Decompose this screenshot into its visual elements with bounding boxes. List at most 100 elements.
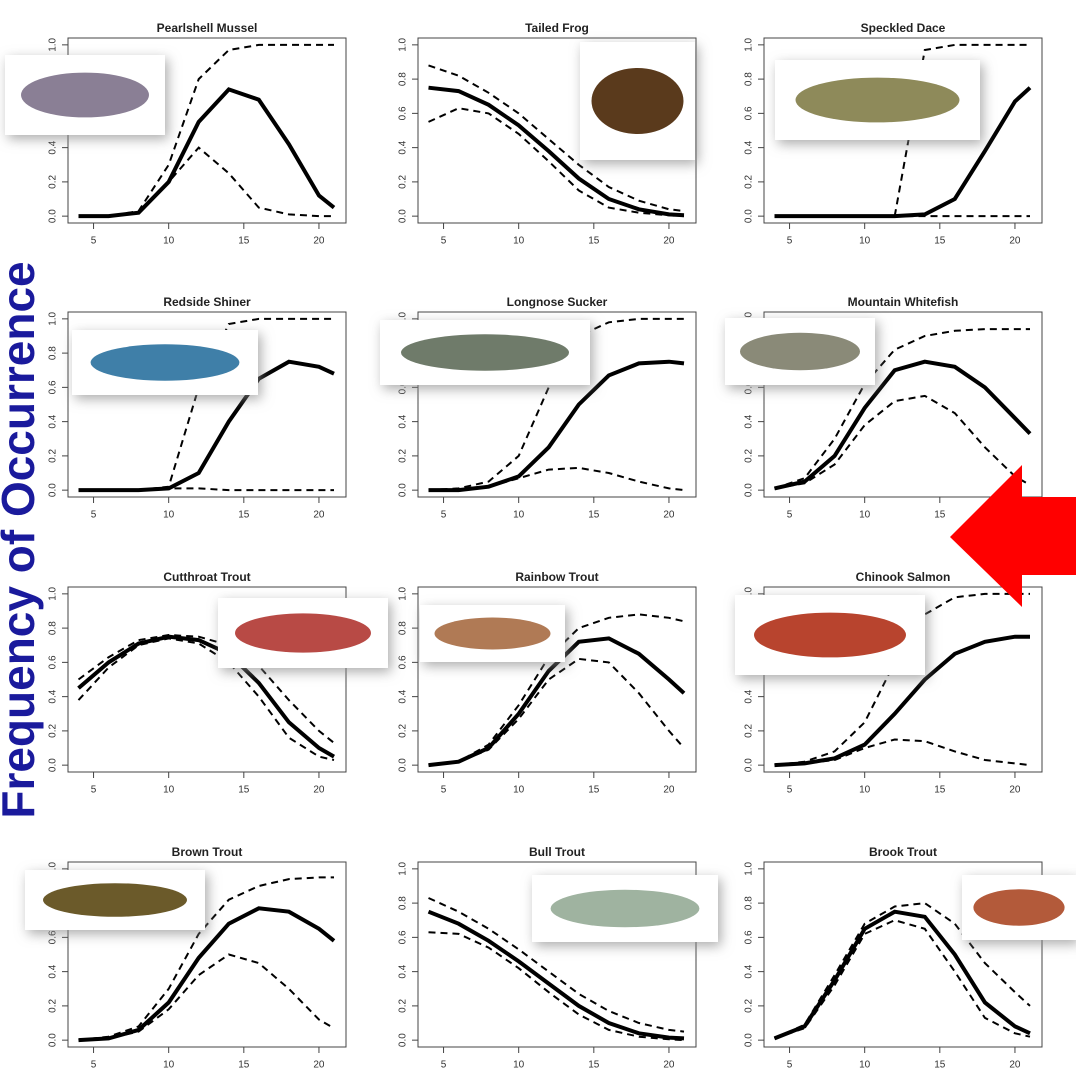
x-tick-label: 15 [238,785,250,796]
panel-title: Tailed Frog [525,21,589,35]
y-tick-label: 0.4 [744,689,755,703]
x-tick-label: 10 [163,1060,175,1071]
x-tick-label: 10 [163,510,175,521]
page: Pearlshell Mussel 5 10 15 20 0.0 0.2 0.4 0.6 0.8 1… [0,0,1076,1088]
x-tick-label: 20 [1009,1060,1021,1071]
x-tick-label: 15 [588,785,600,796]
y-tick-label: 0.0 [398,209,409,223]
image-figure [973,889,1064,925]
y-tick-label: 0.4 [48,689,59,703]
image-figure [91,344,240,380]
y-tick-label: 0.0 [398,1033,409,1047]
x-tick-label: 10 [513,510,525,521]
x-tick-label: 15 [934,510,946,521]
y-tick-label: 1.0 [48,586,59,600]
x-tick-label: 20 [1009,236,1021,247]
x-tick-label: 5 [441,1060,447,1071]
y-tick-label: 0.2 [48,999,59,1013]
y-tick-label: 0.2 [48,449,59,463]
y-tick-label: 0.0 [744,1033,755,1047]
x-tick-label: 10 [163,236,175,247]
y-tick-label: 0.2 [48,724,59,738]
y-tick-label: 0.2 [398,724,409,738]
y-tick-label: 0.6 [398,655,409,669]
image-figure [235,613,371,652]
species-images [5,42,1076,942]
x-tick-label: 15 [588,510,600,521]
x-tick-label: 5 [441,510,447,521]
y-tick-label: 0.6 [48,930,59,944]
x-tick-label: 5 [441,785,447,796]
y-tick-label: 0.4 [744,964,755,978]
y-tick-label: 0.2 [48,175,59,189]
x-tick-label: 20 [1009,785,1021,796]
y-tick-label: 0.0 [744,758,755,772]
panel-title: Pearlshell Mussel [157,21,258,35]
x-tick-label: 15 [588,1060,600,1071]
y-tick-label: 0.4 [744,414,755,428]
y-tick-label: 0.6 [398,930,409,944]
x-tick-label: 10 [859,236,871,247]
y-tick-label: 0.4 [48,414,59,428]
y-tick-label: 0.8 [48,346,59,360]
y-tick-label: 1.0 [744,37,755,51]
x-tick-label: 5 [787,510,793,521]
y-tick-label: 0.0 [398,483,409,497]
image-figure [21,73,149,118]
y-tick-label: 0.8 [48,621,59,635]
x-tick-label: 5 [787,785,793,796]
image-figure [435,618,551,650]
image-figure [43,883,187,917]
y-tick-label: 0.6 [398,106,409,120]
x-tick-label: 5 [91,236,97,247]
x-tick-label: 15 [934,1060,946,1071]
panel-title: Rainbow Trout [515,570,598,584]
x-tick-label: 5 [91,510,97,521]
x-tick-label: 10 [859,510,871,521]
x-tick-label: 15 [934,236,946,247]
y-tick-label: 0.0 [398,758,409,772]
y-tick-label: 0.2 [744,449,755,463]
x-tick-label: 20 [663,510,675,521]
x-tick-label: 20 [663,785,675,796]
arrow [950,465,1076,607]
x-tick-label: 10 [513,1060,525,1071]
x-tick-label: 5 [787,236,793,247]
image-figure [401,334,569,370]
x-tick-label: 10 [859,1060,871,1071]
panel-title: Mountain Whitefish [848,295,959,309]
panel-title: Longnose Sucker [507,295,608,309]
y-tick-label: 0.2 [744,999,755,1013]
y-axis-label: Frequency of Occurrence [0,261,44,818]
y-tick-label: 0.2 [398,449,409,463]
y-tick-label: 0.8 [744,896,755,910]
y-tick-label: 0.4 [48,140,59,154]
y-tick-label: 0.4 [48,964,59,978]
panel-title: Brown Trout [172,845,243,859]
y-tick-label: 0.4 [398,414,409,428]
y-tick-label: 0.0 [744,209,755,223]
image-figure [592,68,684,134]
x-tick-label: 20 [313,510,325,521]
y-tick-label: 0.2 [744,724,755,738]
y-tick-label: 1.0 [48,37,59,51]
x-tick-label: 10 [513,785,525,796]
panel-title: Brook Trout [869,845,937,859]
y-tick-label: 0.6 [48,380,59,394]
y-tick-label: 0.8 [744,72,755,86]
x-tick-label: 20 [313,1060,325,1071]
y-tick-label: 0.2 [744,175,755,189]
x-tick-label: 15 [238,1060,250,1071]
x-tick-label: 20 [313,785,325,796]
y-tick-label: 0.0 [48,209,59,223]
y-tick-label: 0.4 [398,964,409,978]
panel-title: Speckled Dace [861,21,946,35]
x-tick-label: 5 [787,1060,793,1071]
y-tick-label: 0.0 [744,483,755,497]
y-tick-label: 0.6 [48,655,59,669]
curve [429,659,685,765]
image-figure [796,78,960,123]
x-tick-label: 10 [163,785,175,796]
y-tick-label: 0.0 [48,483,59,497]
